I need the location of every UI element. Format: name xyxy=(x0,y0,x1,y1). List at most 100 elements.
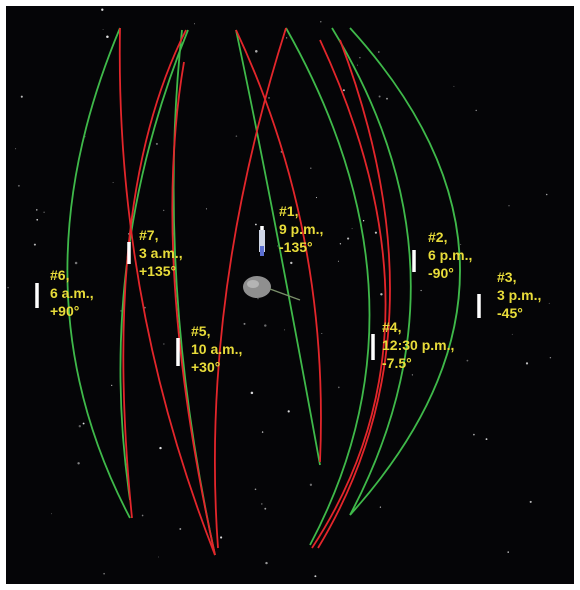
star xyxy=(290,261,293,265)
star xyxy=(315,197,318,199)
star xyxy=(43,211,45,213)
station-markers xyxy=(35,226,481,366)
star xyxy=(357,64,358,66)
star xyxy=(362,220,365,222)
star xyxy=(235,135,238,137)
star xyxy=(420,289,422,292)
star xyxy=(511,333,513,335)
star xyxy=(342,89,345,92)
star xyxy=(287,410,290,413)
star xyxy=(380,293,383,296)
star xyxy=(103,572,105,575)
star xyxy=(36,218,39,221)
star xyxy=(475,109,477,112)
star xyxy=(411,374,414,376)
star xyxy=(545,193,548,196)
green-arc-3 xyxy=(349,27,461,516)
station-1-number: #1, xyxy=(279,203,299,219)
station-3-time: 3 p.m., xyxy=(497,287,542,303)
star xyxy=(337,260,339,262)
star xyxy=(529,500,532,503)
station-1-angle: -135° xyxy=(279,239,313,255)
asteroid-icon xyxy=(243,276,301,301)
red-transfer-arcs xyxy=(118,27,391,556)
star xyxy=(359,56,361,59)
star xyxy=(155,142,158,145)
station-6-number: #6, xyxy=(50,267,70,283)
star xyxy=(220,536,223,539)
star xyxy=(460,244,462,245)
star xyxy=(314,575,317,578)
star xyxy=(548,302,550,304)
station-6-time: 6 a.m., xyxy=(50,285,94,301)
star xyxy=(284,329,286,331)
star xyxy=(106,35,109,38)
star xyxy=(549,357,552,359)
star xyxy=(386,97,388,100)
star xyxy=(377,51,380,53)
green-arc-5 xyxy=(172,29,216,556)
star xyxy=(179,528,182,530)
station-6-angle: +90° xyxy=(50,303,80,319)
station-4-number: #4, xyxy=(382,319,402,335)
star xyxy=(261,431,264,433)
star xyxy=(255,50,258,53)
star xyxy=(255,223,257,226)
star xyxy=(250,391,254,395)
star xyxy=(277,245,279,247)
red-arc-g xyxy=(317,39,391,549)
star xyxy=(310,167,312,169)
station-1-label: #1, 9 p.m., -135° xyxy=(279,202,323,256)
star xyxy=(525,362,529,365)
star xyxy=(507,551,509,553)
station-2-time: 6 p.m., xyxy=(428,247,473,263)
green-arc-4 xyxy=(285,27,371,546)
star xyxy=(17,184,20,187)
station-3-angle: -45° xyxy=(497,305,523,321)
station-5-time: 10 a.m., xyxy=(191,341,243,357)
star xyxy=(347,237,350,240)
station-1-time: 9 p.m., xyxy=(279,221,324,237)
spacecraft-icon xyxy=(259,230,265,256)
station-5-label: #5, 10 a.m., +30° xyxy=(191,322,242,376)
star xyxy=(320,21,322,23)
star xyxy=(101,8,104,11)
star xyxy=(7,286,9,289)
star xyxy=(51,513,52,515)
station-3-number: #3, xyxy=(497,269,517,285)
star xyxy=(141,514,144,517)
star xyxy=(466,359,469,362)
star xyxy=(285,37,288,39)
star xyxy=(15,148,17,150)
star xyxy=(102,29,104,30)
star xyxy=(120,310,122,312)
star xyxy=(351,228,353,230)
star xyxy=(33,243,36,246)
star xyxy=(36,209,38,211)
station-7-angle: +135° xyxy=(139,263,177,279)
station-2-number: #2, xyxy=(428,229,448,245)
star xyxy=(20,95,23,98)
star xyxy=(194,23,195,25)
star xyxy=(378,95,381,98)
star xyxy=(508,205,510,207)
star xyxy=(264,507,267,510)
star xyxy=(261,503,263,505)
star-field xyxy=(7,8,552,578)
station-4-angle: -7.5° xyxy=(382,355,412,371)
green-arc-2 xyxy=(331,27,412,516)
star xyxy=(163,209,165,212)
star xyxy=(339,243,342,245)
star xyxy=(337,386,340,389)
star xyxy=(77,462,80,465)
station-7-time: 3 a.m., xyxy=(139,245,183,261)
red-arc-d xyxy=(235,29,322,463)
station-4-time: 12:30 p.m., xyxy=(382,337,455,353)
star xyxy=(309,483,313,486)
station-6-label: #6, 6 a.m., +90° xyxy=(50,266,94,320)
star xyxy=(268,97,270,99)
star xyxy=(265,561,268,565)
star xyxy=(473,433,475,436)
